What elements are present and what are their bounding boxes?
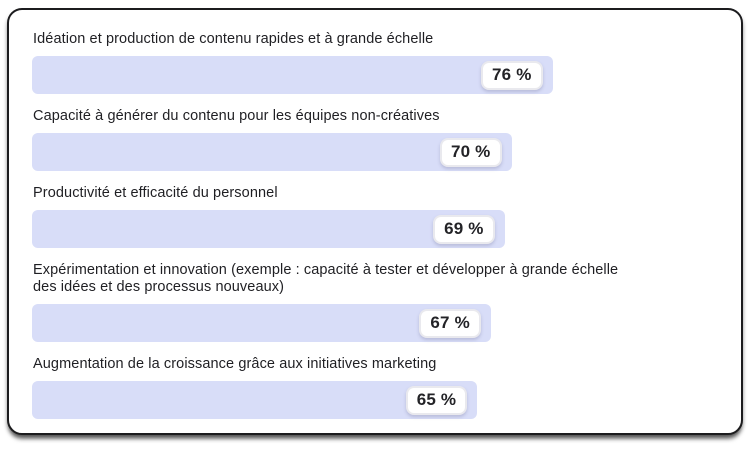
bar-track: 70 %	[32, 133, 717, 171]
value-badge: 67 %	[419, 308, 481, 338]
bar-track: 67 %	[32, 304, 717, 342]
bar: 70 %	[32, 133, 512, 171]
value-badge: 69 %	[433, 214, 495, 244]
bar: 69 %	[32, 210, 505, 248]
bar-track: 69 %	[32, 210, 717, 248]
bar-category-label: Productivité et efficacité du personnel	[33, 185, 278, 201]
chart-card: Idéation et production de contenu rapide…	[7, 8, 743, 435]
bar: 65 %	[32, 381, 478, 419]
bar-category-label: Capacité à générer du contenu pour les é…	[33, 108, 440, 124]
bar-category-label: Idéation et production de contenu rapide…	[33, 31, 434, 47]
bar-row: Idéation et production de contenu rapide…	[32, 31, 717, 94]
bar: 76 %	[32, 56, 553, 94]
value-badge: 76 %	[481, 60, 543, 90]
bar-track: 65 %	[32, 381, 717, 419]
bar: 67 %	[32, 304, 491, 342]
bar-row: Augmentation de la croissance grâce aux …	[32, 356, 717, 419]
bar-row: Expérimentation et innovation (exemple :…	[32, 262, 717, 342]
bar-row: Capacité à générer du contenu pour les é…	[32, 108, 717, 171]
value-badge: 65 %	[405, 385, 468, 415]
bar-category-label: Expérimentation et innovation (exemple :…	[33, 262, 619, 295]
value-badge: 70 %	[439, 137, 502, 167]
bar-category-label: Augmentation de la croissance grâce aux …	[33, 356, 437, 372]
bar-track: 76 %	[32, 56, 717, 94]
bar-row: Productivité et efficacité du personnel …	[32, 185, 717, 248]
